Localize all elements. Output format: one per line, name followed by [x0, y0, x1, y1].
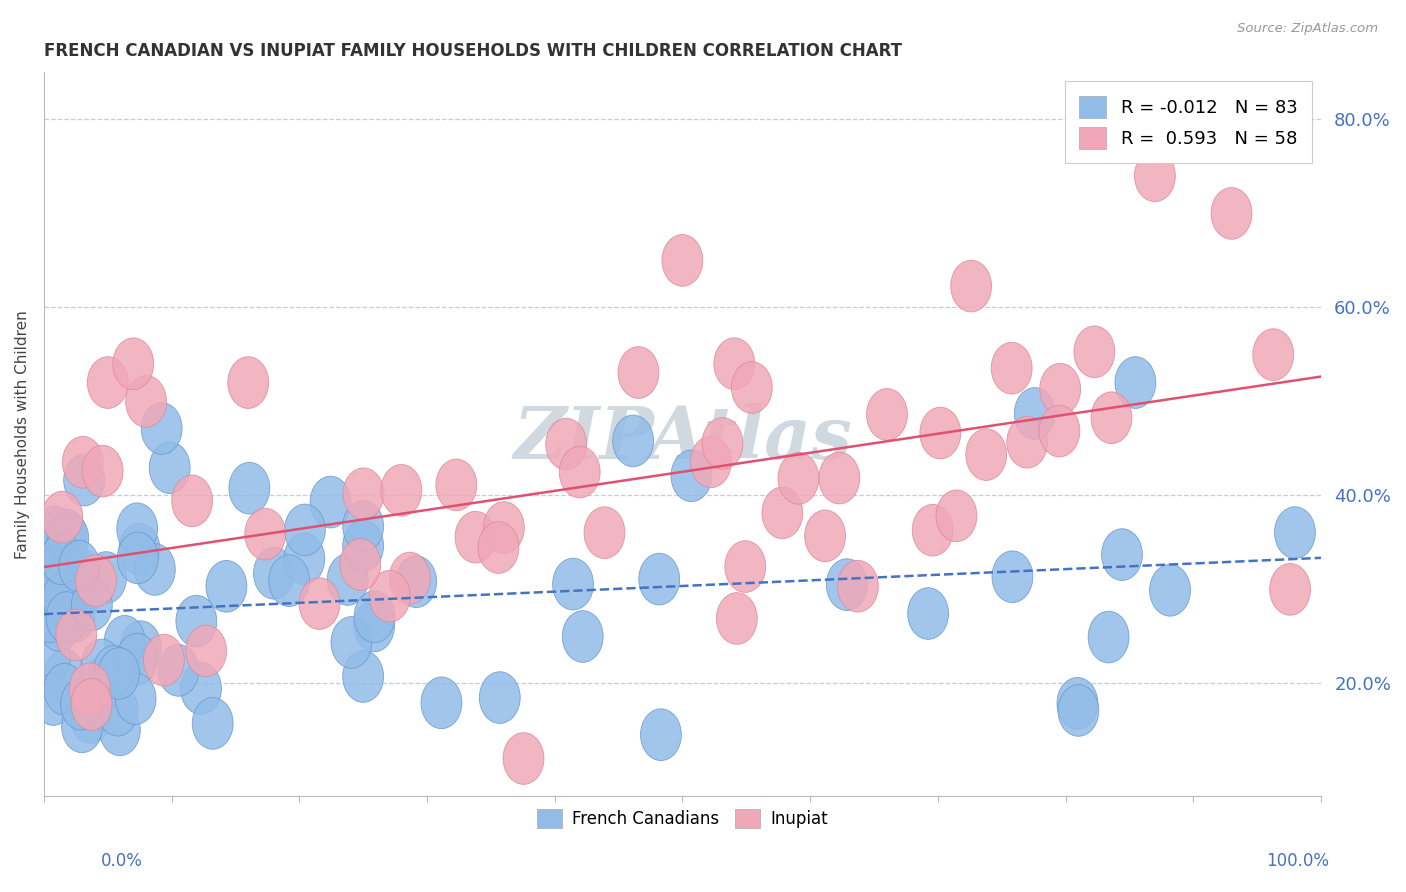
- Text: FRENCH CANADIAN VS INUPIAT FAMILY HOUSEHOLDS WITH CHILDREN CORRELATION CHART: FRENCH CANADIAN VS INUPIAT FAMILY HOUSEH…: [44, 42, 901, 60]
- Text: 0.0%: 0.0%: [101, 852, 143, 870]
- Text: 100.0%: 100.0%: [1265, 852, 1329, 870]
- Text: Source: ZipAtlas.com: Source: ZipAtlas.com: [1237, 22, 1378, 36]
- Legend: French Canadians, Inupiat: French Canadians, Inupiat: [530, 803, 835, 835]
- Text: ZIPAtlas: ZIPAtlas: [513, 403, 852, 475]
- Y-axis label: Family Households with Children: Family Households with Children: [15, 310, 30, 558]
